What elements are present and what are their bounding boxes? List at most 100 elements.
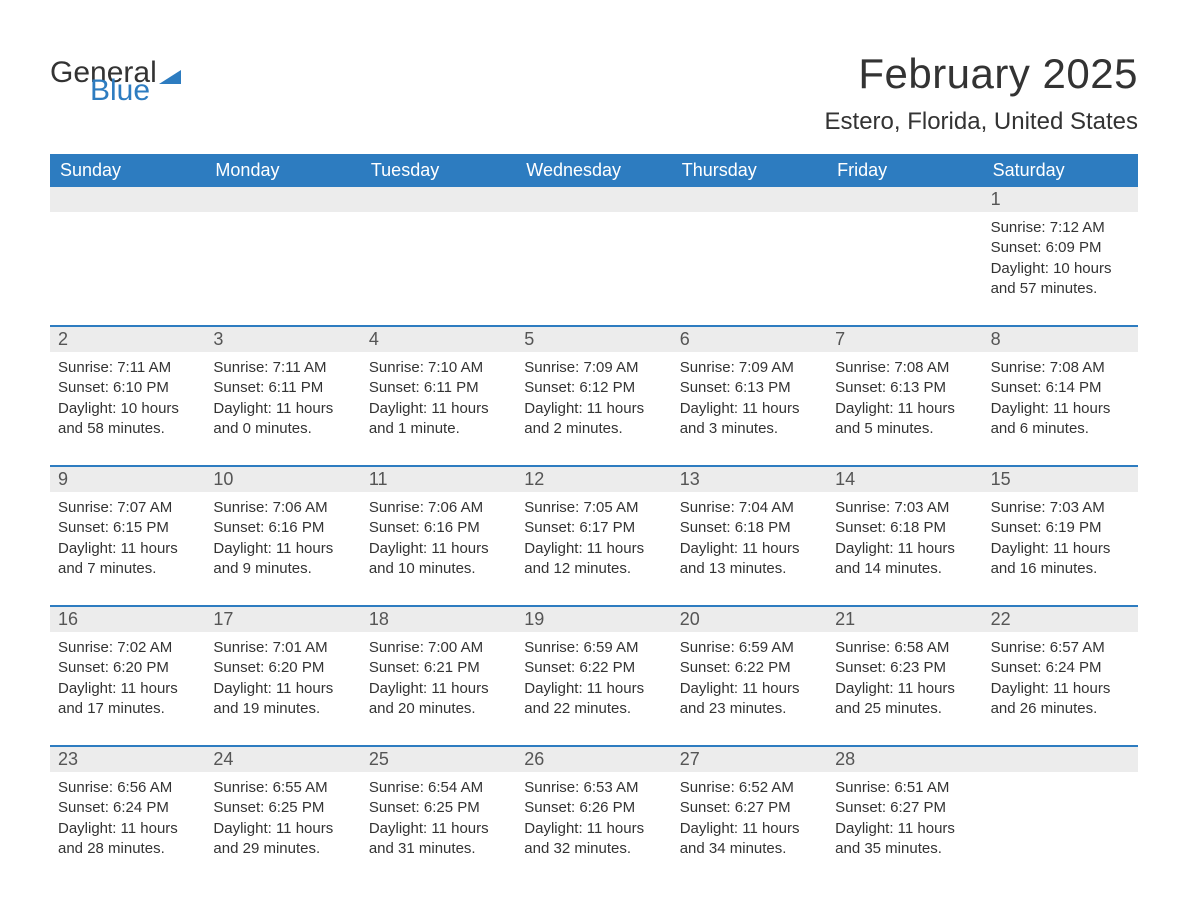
logo: General Blue: [50, 50, 181, 103]
day-details: Sunrise: 7:00 AMSunset: 6:21 PMDaylight:…: [369, 638, 508, 719]
calendar-cell: [50, 187, 205, 309]
day-daylight1: Daylight: 11 hours: [680, 819, 819, 839]
header-tuesday: Tuesday: [361, 154, 516, 187]
day-daylight2: and 13 minutes.: [680, 559, 819, 579]
day-sunset: Sunset: 6:27 PM: [680, 798, 819, 818]
calendar-cell: 1Sunrise: 7:12 AMSunset: 6:09 PMDaylight…: [983, 187, 1138, 309]
day-sunrise: Sunrise: 7:06 AM: [369, 498, 508, 518]
day-sunrise: Sunrise: 7:00 AM: [369, 638, 508, 658]
day-number: 9: [50, 467, 205, 492]
calendar-week: 2Sunrise: 7:11 AMSunset: 6:10 PMDaylight…: [50, 325, 1138, 449]
day-number: 19: [516, 607, 671, 632]
day-sunrise: Sunrise: 6:52 AM: [680, 778, 819, 798]
day-daylight1: Daylight: 11 hours: [991, 399, 1130, 419]
calendar-cell: 15Sunrise: 7:03 AMSunset: 6:19 PMDayligh…: [983, 467, 1138, 589]
day-daylight2: and 19 minutes.: [213, 699, 352, 719]
calendar-cell: 6Sunrise: 7:09 AMSunset: 6:13 PMDaylight…: [672, 327, 827, 449]
day-daylight2: and 22 minutes.: [524, 699, 663, 719]
day-daylight2: and 26 minutes.: [991, 699, 1130, 719]
day-daylight1: Daylight: 11 hours: [58, 539, 197, 559]
day-details: Sunrise: 6:53 AMSunset: 6:26 PMDaylight:…: [524, 778, 663, 859]
calendar-cell: 12Sunrise: 7:05 AMSunset: 6:17 PMDayligh…: [516, 467, 671, 589]
day-sunset: Sunset: 6:12 PM: [524, 378, 663, 398]
day-sunset: Sunset: 6:16 PM: [213, 518, 352, 538]
day-daylight1: Daylight: 11 hours: [369, 399, 508, 419]
day-daylight2: and 35 minutes.: [835, 839, 974, 859]
day-daylight2: and 58 minutes.: [58, 419, 197, 439]
day-sunrise: Sunrise: 7:07 AM: [58, 498, 197, 518]
day-sunset: Sunset: 6:11 PM: [213, 378, 352, 398]
day-number: 23: [50, 747, 205, 772]
day-sunset: Sunset: 6:13 PM: [680, 378, 819, 398]
day-sunrise: Sunrise: 7:04 AM: [680, 498, 819, 518]
day-daylight2: and 17 minutes.: [58, 699, 197, 719]
day-sunrise: Sunrise: 7:05 AM: [524, 498, 663, 518]
calendar-cell: 7Sunrise: 7:08 AMSunset: 6:13 PMDaylight…: [827, 327, 982, 449]
day-details: Sunrise: 7:10 AMSunset: 6:11 PMDaylight:…: [369, 358, 508, 439]
header-monday: Monday: [205, 154, 360, 187]
day-daylight2: and 14 minutes.: [835, 559, 974, 579]
day-sunrise: Sunrise: 7:12 AM: [991, 218, 1130, 238]
page-header: General Blue February 2025 Estero, Flori…: [50, 50, 1138, 136]
calendar-cell: 22Sunrise: 6:57 AMSunset: 6:24 PMDayligh…: [983, 607, 1138, 729]
day-number: 10: [205, 467, 360, 492]
day-details: Sunrise: 7:08 AMSunset: 6:14 PMDaylight:…: [991, 358, 1130, 439]
calendar-cell: 8Sunrise: 7:08 AMSunset: 6:14 PMDaylight…: [983, 327, 1138, 449]
day-sunrise: Sunrise: 7:11 AM: [213, 358, 352, 378]
day-details: Sunrise: 7:03 AMSunset: 6:18 PMDaylight:…: [835, 498, 974, 579]
day-daylight2: and 1 minute.: [369, 419, 508, 439]
day-details: Sunrise: 7:11 AMSunset: 6:11 PMDaylight:…: [213, 358, 352, 439]
calendar-cell: 10Sunrise: 7:06 AMSunset: 6:16 PMDayligh…: [205, 467, 360, 589]
calendar-cell: 21Sunrise: 6:58 AMSunset: 6:23 PMDayligh…: [827, 607, 982, 729]
day-details: Sunrise: 7:03 AMSunset: 6:19 PMDaylight:…: [991, 498, 1130, 579]
day-details: Sunrise: 7:02 AMSunset: 6:20 PMDaylight:…: [58, 638, 197, 719]
calendar-cell: 17Sunrise: 7:01 AMSunset: 6:20 PMDayligh…: [205, 607, 360, 729]
day-daylight1: Daylight: 11 hours: [680, 679, 819, 699]
calendar-cell: 2Sunrise: 7:11 AMSunset: 6:10 PMDaylight…: [50, 327, 205, 449]
day-sunset: Sunset: 6:15 PM: [58, 518, 197, 538]
header-thursday: Thursday: [672, 154, 827, 187]
header-saturday: Saturday: [983, 154, 1138, 187]
day-number: [516, 187, 671, 212]
location-text: Estero, Florida, United States: [825, 108, 1138, 136]
day-sunrise: Sunrise: 7:10 AM: [369, 358, 508, 378]
day-sunset: Sunset: 6:20 PM: [58, 658, 197, 678]
day-sunrise: Sunrise: 7:03 AM: [991, 498, 1130, 518]
calendar-cell: 26Sunrise: 6:53 AMSunset: 6:26 PMDayligh…: [516, 747, 671, 869]
day-sunset: Sunset: 6:25 PM: [369, 798, 508, 818]
day-daylight1: Daylight: 11 hours: [991, 679, 1130, 699]
day-daylight1: Daylight: 11 hours: [835, 679, 974, 699]
day-daylight1: Daylight: 11 hours: [213, 399, 352, 419]
day-sunset: Sunset: 6:19 PM: [991, 518, 1130, 538]
day-sunset: Sunset: 6:16 PM: [369, 518, 508, 538]
day-daylight1: Daylight: 11 hours: [58, 819, 197, 839]
day-sunrise: Sunrise: 6:59 AM: [680, 638, 819, 658]
day-details: Sunrise: 7:04 AMSunset: 6:18 PMDaylight:…: [680, 498, 819, 579]
calendar-cell: 20Sunrise: 6:59 AMSunset: 6:22 PMDayligh…: [672, 607, 827, 729]
day-daylight1: Daylight: 10 hours: [58, 399, 197, 419]
day-sunrise: Sunrise: 6:54 AM: [369, 778, 508, 798]
day-sunrise: Sunrise: 7:01 AM: [213, 638, 352, 658]
day-daylight1: Daylight: 11 hours: [524, 819, 663, 839]
day-number: 20: [672, 607, 827, 632]
day-sunrise: Sunrise: 6:51 AM: [835, 778, 974, 798]
calendar-cell: 4Sunrise: 7:10 AMSunset: 6:11 PMDaylight…: [361, 327, 516, 449]
day-sunset: Sunset: 6:20 PM: [213, 658, 352, 678]
day-number: [827, 187, 982, 212]
day-number: 16: [50, 607, 205, 632]
day-sunset: Sunset: 6:10 PM: [58, 378, 197, 398]
day-daylight2: and 16 minutes.: [991, 559, 1130, 579]
day-daylight2: and 6 minutes.: [991, 419, 1130, 439]
header-sunday: Sunday: [50, 154, 205, 187]
day-sunset: Sunset: 6:13 PM: [835, 378, 974, 398]
day-details: Sunrise: 7:09 AMSunset: 6:12 PMDaylight:…: [524, 358, 663, 439]
day-sunrise: Sunrise: 7:02 AM: [58, 638, 197, 658]
day-daylight1: Daylight: 11 hours: [835, 539, 974, 559]
day-number: 1: [983, 187, 1138, 212]
logo-text-stack: General Blue: [50, 60, 181, 103]
day-daylight1: Daylight: 11 hours: [524, 679, 663, 699]
day-number: [983, 747, 1138, 772]
day-daylight1: Daylight: 10 hours: [991, 259, 1130, 279]
day-daylight1: Daylight: 11 hours: [524, 399, 663, 419]
day-number: 24: [205, 747, 360, 772]
